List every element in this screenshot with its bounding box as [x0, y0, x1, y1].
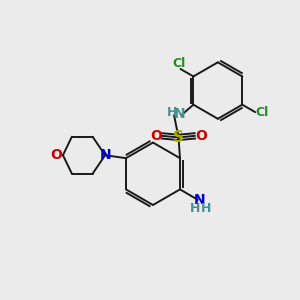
Text: N: N — [174, 107, 186, 122]
Text: H: H — [190, 202, 200, 214]
Text: O: O — [195, 129, 207, 143]
Text: H: H — [201, 202, 211, 214]
Text: S: S — [173, 130, 184, 145]
Text: N: N — [99, 148, 111, 162]
Text: O: O — [150, 129, 162, 143]
Text: N: N — [194, 193, 205, 207]
Text: Cl: Cl — [255, 106, 268, 118]
Text: H: H — [167, 106, 177, 119]
Text: Cl: Cl — [172, 57, 186, 70]
Text: O: O — [50, 148, 62, 162]
